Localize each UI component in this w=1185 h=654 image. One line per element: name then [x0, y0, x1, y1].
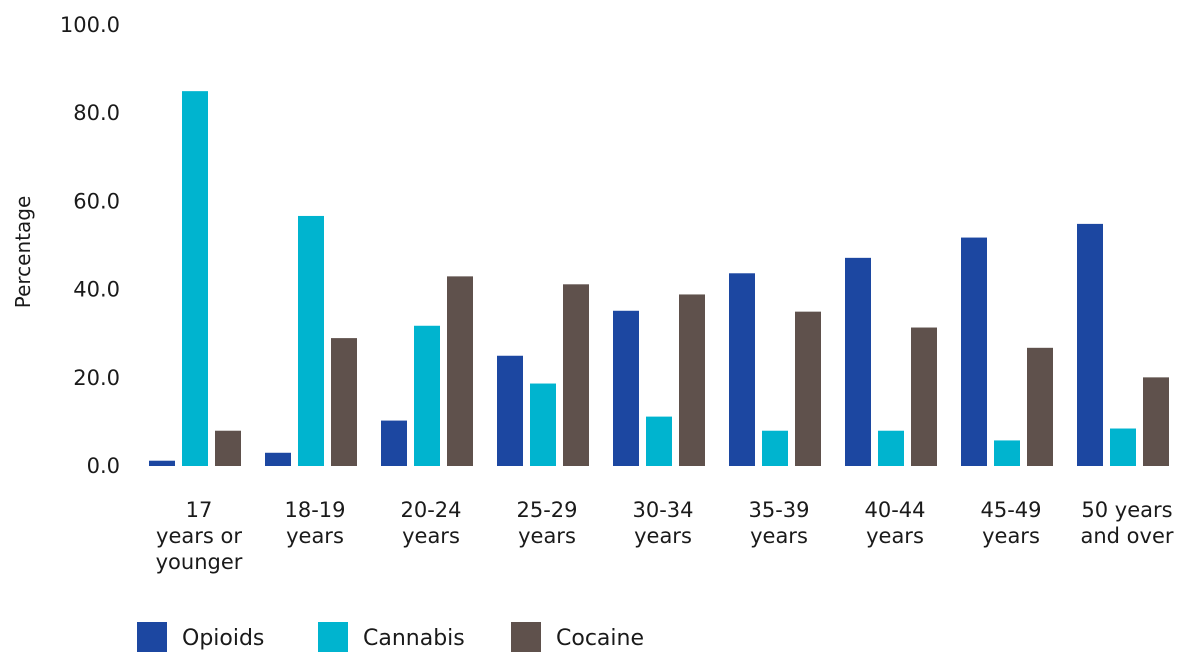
x-tick-label-line: years	[286, 524, 344, 548]
bars	[149, 91, 1169, 467]
y-axis-label: Percentage	[11, 196, 35, 309]
bar-cannabis	[646, 416, 672, 466]
y-tick-label: 80.0	[73, 101, 120, 125]
x-tick-label-line: 40-44	[864, 498, 925, 522]
bar-opioids	[1077, 223, 1103, 466]
bar-cocaine	[331, 338, 357, 466]
bar-cannabis	[994, 440, 1020, 466]
x-tick-label: 45-49 years	[980, 498, 1041, 548]
legend: Opioids Cannabis Cocaine	[137, 622, 644, 652]
legend-swatch-cannabis	[318, 622, 348, 652]
y-tick-label: 20.0	[73, 366, 120, 390]
x-tick-label-line: 17	[186, 498, 213, 522]
x-tick-label-line: younger	[156, 550, 243, 574]
bar-opioids	[497, 355, 523, 466]
bar-cannabis	[298, 215, 324, 466]
x-tick-label-line: and over	[1080, 524, 1173, 548]
x-tick-label: 30-34 years	[632, 498, 693, 548]
x-tick-label-line: years	[518, 524, 576, 548]
x-tick-label-line: 50 years	[1081, 498, 1172, 522]
bar-cannabis	[530, 383, 556, 466]
y-tick-label: 100.0	[60, 13, 120, 37]
x-tick-label: 35-39 years	[748, 498, 809, 548]
x-tick-label-line: 18-19	[284, 498, 345, 522]
x-tick-label-line: 20-24	[400, 498, 461, 522]
bar-cannabis	[182, 91, 208, 467]
x-tick-label: 17 years or younger	[156, 498, 243, 574]
y-axis-ticks: 0.0 20.0 40.0 60.0 80.0 100.0	[60, 13, 120, 478]
x-tick-label-line: years	[866, 524, 924, 548]
bar-cocaine	[447, 276, 473, 466]
bar-cocaine	[911, 327, 937, 466]
bar-cocaine	[1143, 377, 1169, 466]
x-tick-label-line: 35-39	[748, 498, 809, 522]
bar-opioids	[729, 273, 755, 466]
legend-label-cocaine: Cocaine	[556, 626, 644, 651]
legend-swatch-opioids	[137, 622, 167, 652]
x-tick-label-line: 45-49	[980, 498, 1041, 522]
x-tick-label: 20-24 years	[400, 498, 461, 548]
x-tick-label-line: years	[402, 524, 460, 548]
y-tick-label: 40.0	[73, 278, 120, 302]
bar-cocaine	[679, 294, 705, 466]
x-tick-label: 25-29 years	[516, 498, 577, 548]
bar-opioids	[381, 420, 407, 466]
bar-opioids	[265, 452, 291, 466]
x-tick-label: 50 years and over	[1080, 498, 1173, 548]
bar-cocaine	[215, 430, 241, 466]
bar-cannabis	[762, 430, 788, 466]
legend-label-opioids: Opioids	[182, 626, 264, 651]
x-tick-label-line: years	[982, 524, 1040, 548]
x-tick-label-line: years or	[156, 524, 242, 548]
legend-label-cannabis: Cannabis	[363, 626, 465, 651]
x-tick-label-line: years	[634, 524, 692, 548]
bar-cannabis	[1110, 428, 1136, 466]
bar-cannabis	[414, 325, 440, 466]
x-tick-label-line: years	[750, 524, 808, 548]
bar-cannabis	[878, 430, 904, 466]
y-tick-label: 0.0	[87, 454, 120, 478]
x-tick-label-line: 30-34	[632, 498, 693, 522]
x-tick-label: 40-44 years	[864, 498, 925, 548]
bar-cocaine	[795, 311, 821, 466]
x-tick-label: 18-19 years	[284, 498, 345, 548]
bar-cocaine	[563, 284, 589, 466]
y-tick-label: 60.0	[73, 189, 120, 213]
x-tick-label-line: 25-29	[516, 498, 577, 522]
legend-swatch-cocaine	[511, 622, 541, 652]
bar-opioids	[961, 237, 987, 466]
bar-opioids	[149, 460, 175, 466]
bar-cocaine	[1027, 347, 1053, 466]
bar-opioids	[845, 257, 871, 466]
bar-opioids	[613, 310, 639, 466]
y-axis-title: Percentage	[11, 196, 35, 309]
